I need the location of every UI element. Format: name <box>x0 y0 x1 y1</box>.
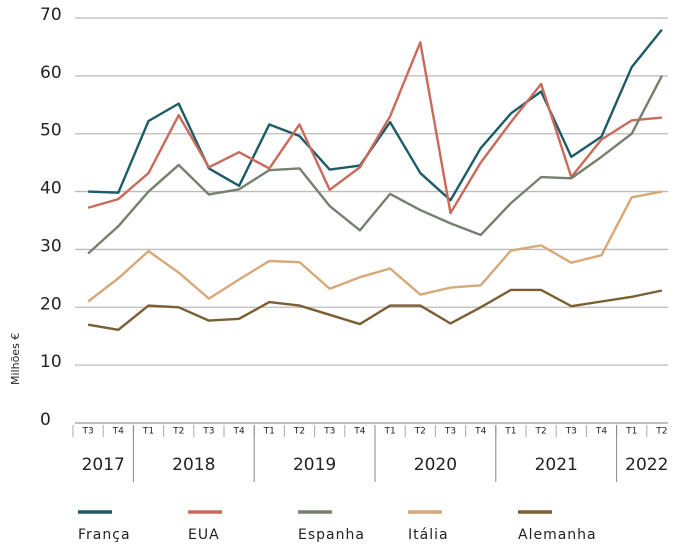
year-label: 2021 <box>535 455 578 475</box>
x-tick-label: T1 <box>383 427 395 437</box>
y-axis-label: Milhões € <box>9 333 22 385</box>
x-tick-label: T1 <box>504 427 516 437</box>
x-tick-label: T2 <box>534 427 546 437</box>
legend-label: França <box>78 527 131 543</box>
x-tick-label: T2 <box>414 427 426 437</box>
x-tick-label: T2 <box>655 427 667 437</box>
year-label: 2020 <box>414 455 457 475</box>
x-tick-label: T1 <box>625 427 637 437</box>
x-tick-label: T3 <box>202 427 214 437</box>
x-tick-label: T2 <box>293 427 305 437</box>
x-tick-label: T3 <box>565 427 577 437</box>
year-label: 2022 <box>625 455 668 475</box>
x-tick-label: T4 <box>232 427 244 437</box>
y-tick-label: 70 <box>40 5 62 25</box>
legend-label: Alemanha <box>518 527 597 543</box>
line <box>87 288 663 332</box>
x-tick-label: T1 <box>263 427 275 437</box>
legend-label: EUA <box>188 527 220 543</box>
y-tick-label: 40 <box>40 179 62 199</box>
y-tick-label: 50 <box>40 121 62 141</box>
x-tick-label: T1 <box>142 427 154 437</box>
year-label: 2017 <box>82 455 125 475</box>
y-tick-label: 60 <box>40 63 62 83</box>
y-tick-label: 20 <box>40 294 62 314</box>
legend-label: Espanha <box>298 527 365 543</box>
year-label: 2019 <box>293 455 336 475</box>
y-tick-label: 30 <box>40 236 62 256</box>
x-tick-label: T3 <box>444 427 456 437</box>
year-label: 2018 <box>172 455 215 475</box>
legend-label: Itália <box>408 527 449 543</box>
line <box>87 75 663 255</box>
line <box>87 190 663 303</box>
x-tick-label: T4 <box>112 427 124 437</box>
line <box>87 41 663 215</box>
x-tick-label: T3 <box>323 427 335 437</box>
x-tick-label: T4 <box>595 427 607 437</box>
x-tick-label: T4 <box>474 427 486 437</box>
y-tick-label: 10 <box>40 352 62 372</box>
x-tick-label: T3 <box>81 427 93 437</box>
y-tick-label: 0 <box>40 410 51 430</box>
x-tick-label: T4 <box>353 427 365 437</box>
x-tick-label: T2 <box>172 427 184 437</box>
